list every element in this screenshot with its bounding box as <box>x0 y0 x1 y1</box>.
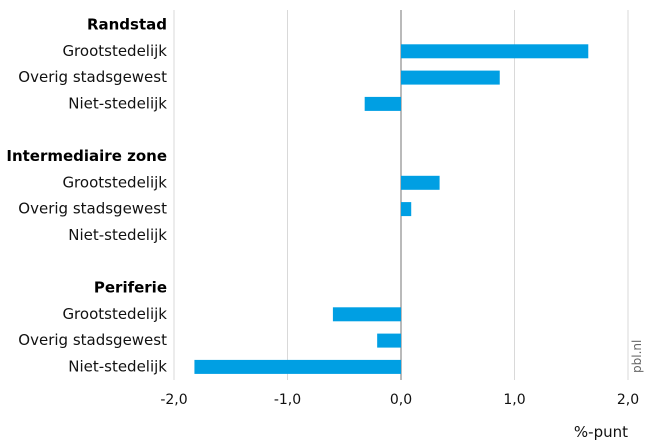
group-label: Intermediaire zone <box>6 147 167 165</box>
x-tick-label: 0,0 <box>390 392 412 408</box>
category-label: Overig stadsgewest <box>18 200 167 218</box>
source-label: pbl.nl <box>630 340 644 373</box>
x-tick-label: 1,0 <box>503 392 525 408</box>
category-label: Niet-stedelijk <box>68 226 167 244</box>
x-tick-label: -1,0 <box>274 392 301 408</box>
bar <box>194 359 401 374</box>
bar <box>401 175 440 190</box>
x-tick-label: -2,0 <box>160 392 187 408</box>
category-label: Overig stadsgewest <box>18 331 167 349</box>
group-label: Periferie <box>94 279 167 297</box>
x-axis-label: %-punt <box>574 423 628 441</box>
group-label: Randstad <box>87 16 167 34</box>
bar <box>401 202 412 217</box>
category-label: Niet-stedelijk <box>68 357 167 375</box>
category-label: Overig stadsgewest <box>18 68 167 86</box>
category-label: Grootstedelijk <box>62 305 167 323</box>
bar <box>332 307 401 322</box>
category-label: Grootstedelijk <box>62 42 167 60</box>
category-label: Niet-stedelijk <box>68 94 167 112</box>
category-label: Grootstedelijk <box>62 173 167 191</box>
bar <box>401 44 589 59</box>
bar <box>377 333 401 348</box>
bar <box>364 96 401 111</box>
x-tick-label: 2,0 <box>617 392 639 408</box>
bar <box>401 70 500 85</box>
